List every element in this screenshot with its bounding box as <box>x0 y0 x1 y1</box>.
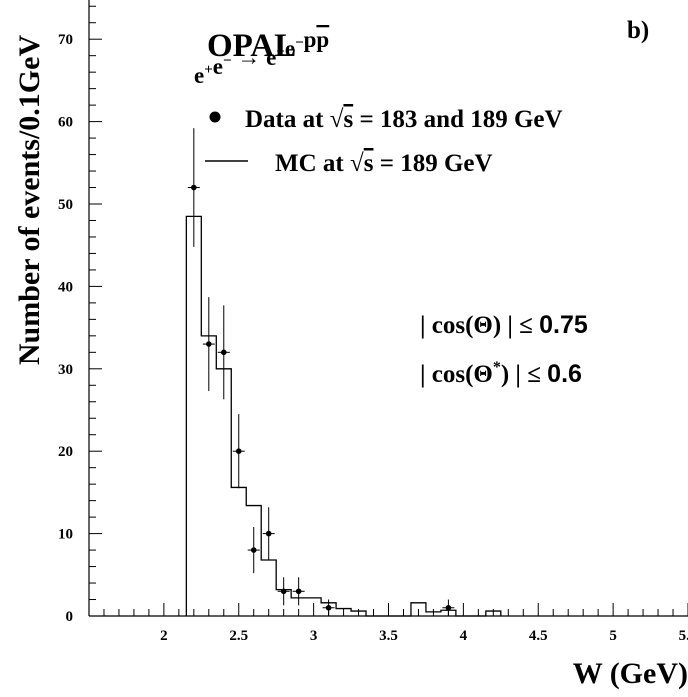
data-point <box>325 604 332 611</box>
legend-mc-label: MC at √s = 189 GeV <box>275 150 493 177</box>
data-point <box>235 448 242 455</box>
experiment-label: OPAL <box>207 28 296 64</box>
x-axis-label: W (GeV) <box>573 657 688 690</box>
y-tick-label: 40 <box>58 279 73 295</box>
x-tick-label: 2 <box>160 628 168 644</box>
y-tick-label: 20 <box>58 444 73 460</box>
data-point <box>220 349 227 356</box>
plot-axes <box>88 0 688 617</box>
y-tick-label: 10 <box>58 527 73 543</box>
tick-labels: 2 2.5 3 3.5 4 4.5 5 5.5 0 10 20 30 40 50 60 70 <box>58 32 688 644</box>
y-tick-label: 0 <box>66 609 74 625</box>
x-tick-label: 5 <box>609 628 617 644</box>
x-tick-label: 5.5 <box>679 628 688 644</box>
process-label: e+e− → e+e−pp <box>194 27 329 88</box>
x-tick-label: 3.5 <box>379 628 398 644</box>
data-point <box>250 547 257 553</box>
data-points <box>187 128 455 616</box>
y-tick-label: 50 <box>58 197 73 213</box>
data-point <box>280 588 287 595</box>
mc-histogram-line <box>185 215 502 617</box>
x-tick-label: 4 <box>460 628 468 644</box>
data-point <box>191 184 197 191</box>
data-point <box>445 604 452 611</box>
data-point <box>265 530 272 537</box>
y-tick-label: 70 <box>58 32 73 48</box>
cut-cos-theta: | cos(Θ) | ≤ 0.75 <box>420 311 588 339</box>
x-tick-label: 3 <box>310 628 318 644</box>
y-axis-label: Number of events/0.1GeV <box>13 35 46 366</box>
data-point <box>206 341 212 347</box>
panel-label: b) <box>627 17 649 44</box>
legend-data-label: Data at √s = 183 and 189 GeV <box>245 106 563 133</box>
y-tick-label: 30 <box>58 362 73 378</box>
legend: Data at √s = 183 and 189 GeV MC at √s = … <box>205 106 563 177</box>
x-tick-label: 4.5 <box>529 628 548 644</box>
legend-data-marker <box>209 111 221 123</box>
cut-cos-theta-star: | cos(Θ*) | ≤ 0.6 <box>420 359 582 388</box>
data-point <box>295 588 302 595</box>
y-tick-label: 60 <box>58 115 73 131</box>
x-tick-label: 2.5 <box>229 628 248 644</box>
mc-histogram <box>185 215 502 617</box>
